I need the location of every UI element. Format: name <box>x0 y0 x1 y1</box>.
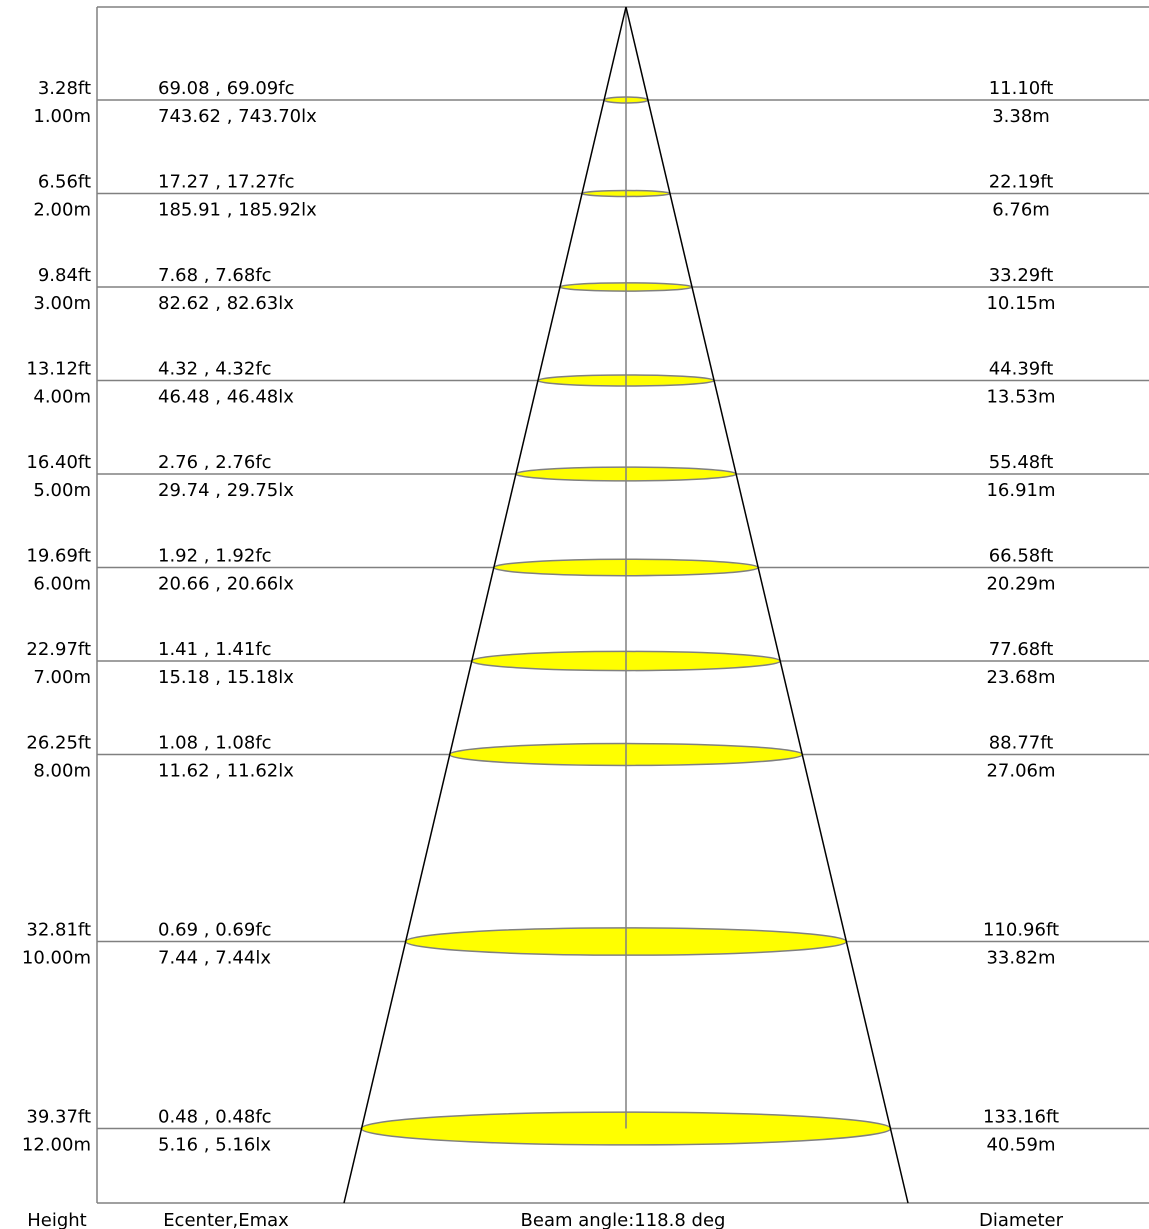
illuminance-lx-label: 5.16 , 5.16lx <box>158 1135 271 1156</box>
illuminance-lx-label: 20.66 , 20.66lx <box>158 574 294 595</box>
diameter-ft-label: 44.39ft <box>989 359 1054 380</box>
cone-left-edge <box>343 6 627 1204</box>
cone-right-edge <box>625 6 909 1204</box>
height-m-label: 5.00m <box>33 480 91 501</box>
height-m-label: 2.00m <box>33 200 91 221</box>
height-m-label: 3.00m <box>33 293 91 314</box>
footer-beam-angle-label: Beam angle:118.8 deg <box>521 1210 726 1229</box>
diameter-ft-label: 33.29ft <box>989 265 1054 286</box>
height-ft-label: 3.28ft <box>38 78 91 99</box>
diameter-ft-label: 133.16ft <box>983 1107 1059 1128</box>
illuminance-fc-label: 1.08 , 1.08fc <box>158 733 272 754</box>
height-m-label: 10.00m <box>22 948 91 969</box>
diameter-m-label: 10.15m <box>986 293 1055 314</box>
diameter-ft-label: 88.77ft <box>989 733 1054 754</box>
height-ft-label: 22.97ft <box>26 639 91 660</box>
footer-illuminance-label: Ecenter,Emax <box>163 1210 289 1229</box>
diameter-m-label: 27.06m <box>986 761 1055 782</box>
illuminance-lx-label: 82.62 , 82.63lx <box>158 293 294 314</box>
illuminance-lx-label: 7.44 , 7.44lx <box>158 948 271 969</box>
height-m-label: 8.00m <box>33 761 91 782</box>
diameter-m-label: 40.59m <box>986 1135 1055 1156</box>
height-m-label: 6.00m <box>33 574 91 595</box>
diameter-ft-label: 77.68ft <box>989 639 1054 660</box>
illuminance-fc-label: 0.48 , 0.48fc <box>158 1107 272 1128</box>
diameter-ft-label: 66.58ft <box>989 546 1054 567</box>
illuminance-fc-label: 69.08 , 69.09fc <box>158 78 294 99</box>
illuminance-lx-label: 185.91 , 185.92lx <box>158 200 317 221</box>
height-m-label: 1.00m <box>33 106 91 127</box>
diameter-ft-label: 55.48ft <box>989 452 1054 473</box>
illuminance-lx-label: 15.18 , 15.18lx <box>158 667 294 688</box>
level-rows: 3.28ft 1.00m 69.08 , 69.09fc 743.62 , 743.7… <box>22 6 1149 1204</box>
illuminance-lx-label: 11.62 , 11.62lx <box>158 761 294 782</box>
height-ft-label: 26.25ft <box>26 733 91 754</box>
illuminance-fc-label: 2.76 , 2.76fc <box>158 452 272 473</box>
illuminance-fc-label: 17.27 , 17.27fc <box>158 172 294 193</box>
height-ft-label: 9.84ft <box>38 265 91 286</box>
diameter-m-label: 16.91m <box>986 480 1055 501</box>
illuminance-fc-label: 0.69 , 0.69fc <box>158 920 272 941</box>
footer-diameter-label: Diameter <box>979 1210 1064 1229</box>
height-m-label: 12.00m <box>22 1135 91 1156</box>
illuminance-fc-label: 4.32 , 4.32fc <box>158 359 272 380</box>
illuminance-lx-label: 743.62 , 743.70lx <box>158 106 317 127</box>
diameter-ft-label: 110.96ft <box>983 920 1059 941</box>
height-ft-label: 39.37ft <box>26 1107 91 1128</box>
height-ft-label: 32.81ft <box>26 920 91 941</box>
diameter-m-label: 20.29m <box>986 574 1055 595</box>
diameter-m-label: 33.82m <box>986 948 1055 969</box>
height-ft-label: 16.40ft <box>26 452 91 473</box>
illuminance-fc-label: 7.68 , 7.68fc <box>158 265 272 286</box>
diameter-m-label: 13.53m <box>986 387 1055 408</box>
height-m-label: 4.00m <box>33 387 91 408</box>
diameter-m-label: 6.76m <box>992 200 1050 221</box>
height-m-label: 7.00m <box>33 667 91 688</box>
illuminance-lx-label: 46.48 , 46.48lx <box>158 387 294 408</box>
height-ft-label: 13.12ft <box>26 359 91 380</box>
footer-height-label: Height <box>27 1210 87 1229</box>
illuminance-fc-label: 1.92 , 1.92fc <box>158 546 272 567</box>
diameter-m-label: 23.68m <box>986 667 1055 688</box>
diameter-m-label: 3.38m <box>992 106 1050 127</box>
height-ft-label: 19.69ft <box>26 546 91 567</box>
diameter-ft-label: 22.19ft <box>989 172 1054 193</box>
diameter-ft-label: 11.10ft <box>989 78 1054 99</box>
illuminance-fc-label: 1.41 , 1.41fc <box>158 639 272 660</box>
height-ft-label: 6.56ft <box>38 172 91 193</box>
illuminance-lx-label: 29.74 , 29.75lx <box>158 480 294 501</box>
